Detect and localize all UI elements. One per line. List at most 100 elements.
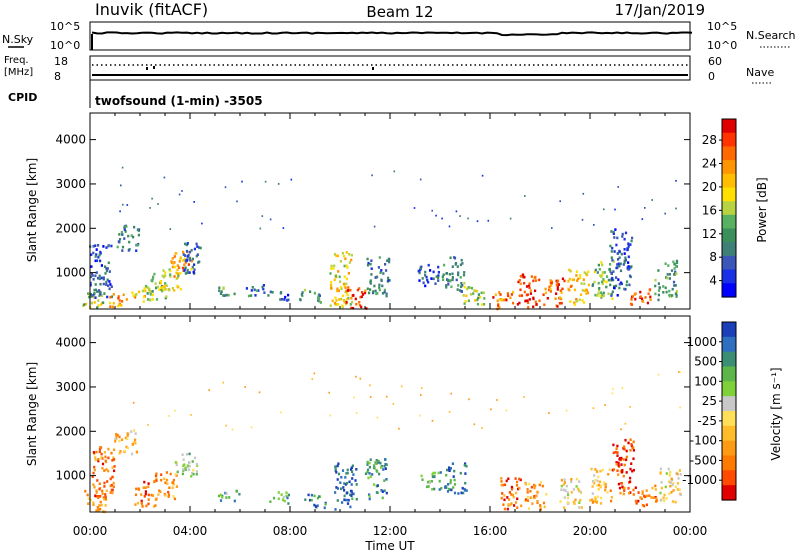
power-cell (447, 283, 450, 286)
power-cell (176, 272, 179, 275)
power-cell (191, 257, 194, 261)
power-cell (435, 275, 438, 278)
power-cell (597, 289, 601, 292)
velocity-sparse-point (629, 406, 631, 408)
power-cell (538, 278, 541, 282)
power-cell (164, 271, 167, 274)
velocity-cell (101, 489, 104, 493)
velocity-cell (500, 480, 503, 483)
velocity-cell (620, 470, 623, 474)
power-cell (171, 257, 174, 260)
velocity-cell (375, 459, 378, 462)
power-cell (333, 264, 336, 268)
velocity-cell (645, 489, 648, 492)
velocity-cell (676, 488, 679, 491)
power-cell (631, 295, 634, 298)
power-cell (337, 303, 340, 306)
velocity-cell (334, 508, 337, 511)
velocity-cell (516, 497, 519, 501)
power-cell (675, 259, 679, 263)
power-cell (529, 289, 532, 292)
velocity-cell (453, 478, 456, 482)
velocity-cell (104, 459, 107, 463)
power-sparse-point (236, 200, 238, 203)
velocity-cell (604, 488, 607, 492)
velocity-sparse-point (490, 408, 492, 411)
velocity-cell (617, 473, 620, 476)
velocity-cell (124, 436, 127, 440)
power-cell (618, 264, 621, 268)
power-cell (387, 279, 390, 282)
velocity-cell (104, 495, 107, 499)
velocity-cell (166, 482, 169, 485)
power-sparse-point (664, 212, 666, 215)
velocity-cell (614, 450, 617, 454)
power-cell (171, 265, 174, 269)
velocity-cell (659, 491, 662, 495)
power-cell (93, 292, 96, 295)
power-cell (582, 301, 586, 304)
velocity-cell (140, 501, 143, 505)
velocity-cell (671, 483, 674, 487)
velocity-cell (351, 497, 354, 500)
power-sparse-point (371, 174, 373, 177)
velocity-cell (596, 484, 599, 487)
velocity-cell (612, 443, 615, 447)
power-cell (612, 270, 615, 273)
power-sparse-point (121, 166, 124, 169)
power-cell (616, 263, 619, 266)
velocity-cell (674, 500, 677, 504)
power-cell (251, 286, 254, 289)
power-cell (610, 256, 613, 259)
power-cell (556, 281, 559, 284)
velocity-cell (384, 463, 387, 466)
velocity-cell (632, 446, 635, 450)
velocity-cell (578, 501, 581, 504)
velocity-cell (193, 456, 197, 460)
velocity-cell (573, 501, 576, 505)
power-cell (387, 257, 390, 261)
power-cell (617, 278, 620, 281)
power-cell (560, 291, 563, 294)
velocity-cell (98, 504, 101, 507)
power-cell (380, 279, 383, 283)
power-cell (582, 278, 585, 281)
power-sparse-point (431, 209, 433, 212)
power-cell (95, 271, 98, 274)
velocity-cell (366, 470, 369, 474)
power-cell (530, 275, 533, 278)
power-cell (352, 293, 355, 297)
power-cell (160, 288, 163, 291)
power-sparse-point (675, 207, 677, 210)
power-cell (618, 282, 621, 286)
power-cell (104, 272, 107, 275)
power-cell (470, 286, 474, 290)
velocity-cell (118, 435, 121, 439)
velocity-cell (105, 468, 108, 471)
velocity-cell (371, 473, 374, 476)
velocity-cell (285, 491, 288, 494)
velocity-sparse-point (244, 386, 246, 388)
velocity-cell (514, 501, 518, 504)
velocity-cell (107, 456, 110, 460)
velocity-cell (503, 494, 506, 497)
velocity-sparse-point (250, 426, 253, 429)
velocity-cell (167, 493, 171, 497)
velocity-cell (577, 487, 580, 491)
colorbar-segment (722, 351, 736, 368)
power-cell (190, 267, 193, 271)
velocity-cell (191, 471, 194, 475)
power-cell (360, 305, 363, 309)
velocity-cell (97, 458, 100, 461)
velocity-cell (349, 493, 352, 497)
power-cell (594, 293, 597, 297)
power-cell (188, 250, 192, 254)
power-sparse-point (675, 179, 677, 182)
power-cell (346, 293, 349, 297)
power-cell (675, 272, 678, 275)
power-sparse-point (641, 218, 644, 220)
velocity-cell (364, 472, 368, 475)
velocity-cell (120, 438, 124, 441)
power-cell (450, 285, 453, 289)
power-cell (615, 266, 618, 270)
